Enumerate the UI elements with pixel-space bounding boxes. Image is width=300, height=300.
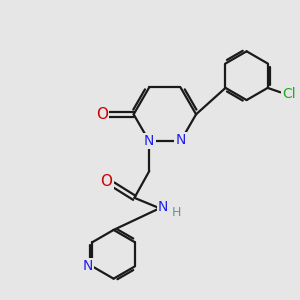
Text: N: N	[175, 133, 186, 147]
Text: Cl: Cl	[283, 87, 296, 101]
Text: N: N	[83, 260, 93, 274]
Text: O: O	[96, 107, 108, 122]
Text: H: H	[171, 206, 181, 219]
Text: N: N	[158, 200, 168, 214]
Text: N: N	[144, 134, 154, 148]
Text: O: O	[100, 174, 112, 189]
